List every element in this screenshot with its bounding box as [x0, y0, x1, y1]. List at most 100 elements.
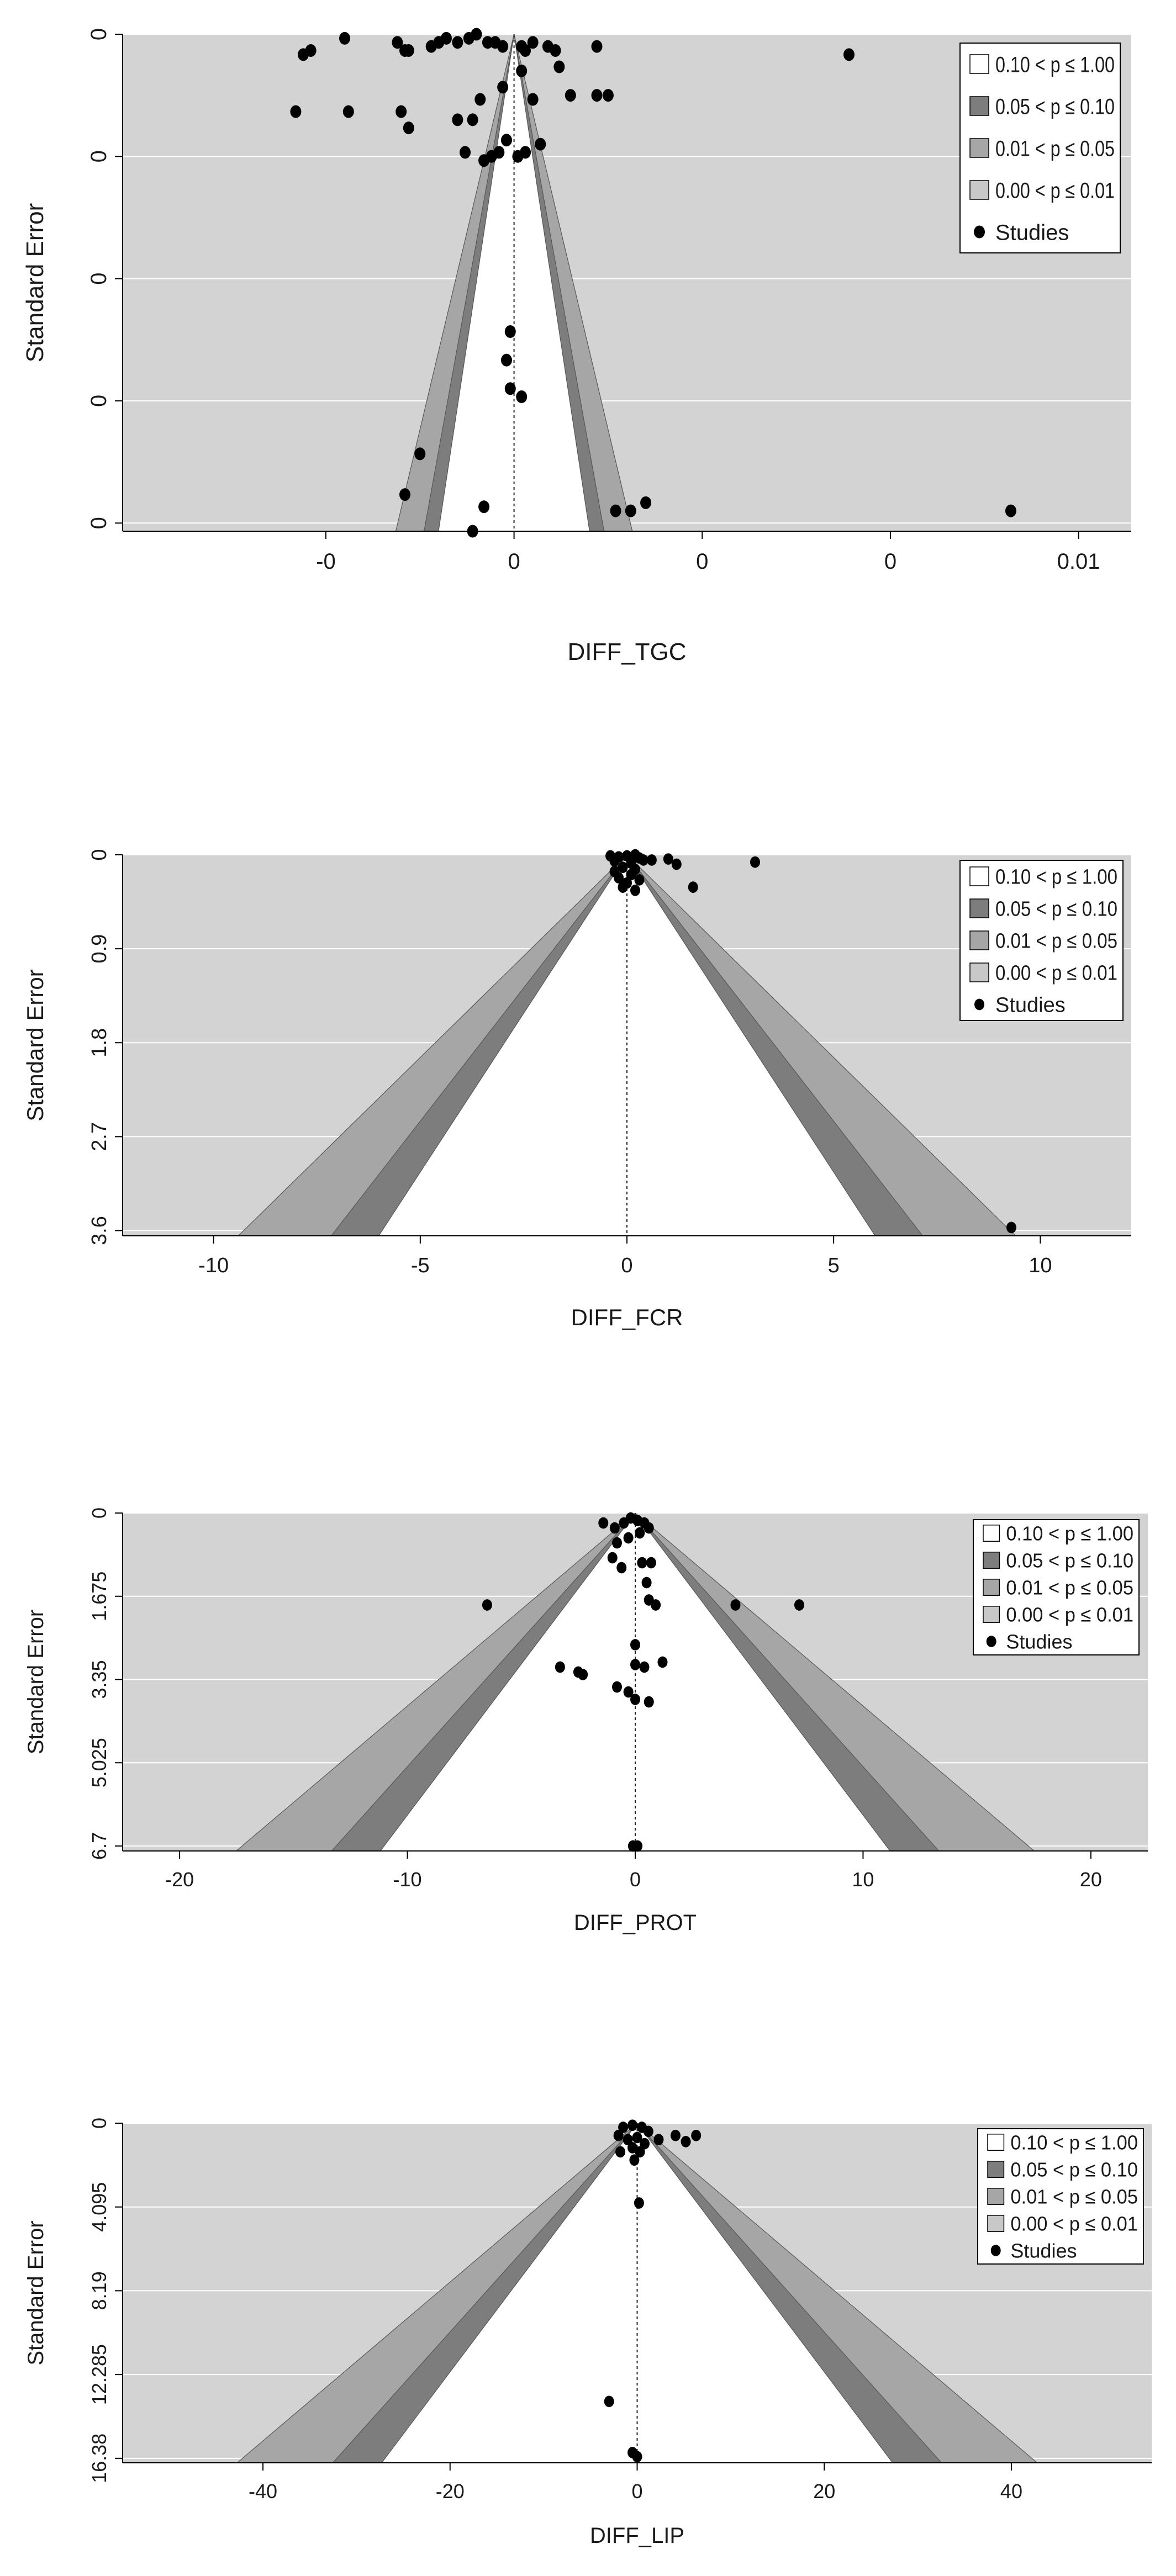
y-axis-label: Standard Error [24, 1610, 48, 1754]
funnel-contours [238, 855, 1016, 1236]
study-points [290, 28, 1016, 538]
x-tick-label: 0 [631, 2480, 642, 2503]
funnel-plot-diff-prot: -20 -10 0 10 20 0 1.675 3.35 5.025 6.7 DIFF_PROT St… [24, 1507, 1148, 1935]
legend-box [973, 1519, 1140, 1655]
y-tick-label: 5.025 [88, 1738, 110, 1787]
study-point [794, 1599, 804, 1611]
legend-studies-marker [990, 2245, 1001, 2256]
study-point [640, 496, 652, 509]
legend-studies-marker [986, 1636, 996, 1647]
study-point [471, 28, 482, 41]
legend-swatch [983, 1552, 1000, 1569]
study-point [553, 60, 565, 73]
study-point [598, 1517, 609, 1529]
study-point [504, 325, 516, 338]
legend-swatch [987, 2134, 1005, 2151]
legend-swatch [969, 138, 989, 158]
study-point [640, 2138, 650, 2150]
study-point [630, 1639, 640, 1651]
study-point [493, 146, 505, 159]
x-tick-label: 0 [508, 549, 520, 574]
y-axis-label: Standard Error [22, 203, 49, 363]
x-axis-label: DIFF_LIP [590, 2524, 684, 2548]
legend: 0.10 < p ≤ 1.00 0.05 < p ≤ 0.10 0.01 < p ≤… [973, 1519, 1140, 1655]
y-tick-label: 0 [87, 28, 111, 40]
study-points [482, 1512, 804, 1852]
x-tick-label: 20 [813, 2480, 835, 2503]
study-point [671, 858, 682, 870]
study-point [651, 1599, 661, 1611]
legend-swatch [969, 962, 989, 982]
y-axis-label: Standard Error [22, 969, 48, 1121]
study-point [497, 40, 509, 53]
study-point [342, 105, 354, 118]
y-tick-label: 0 [88, 1507, 110, 1519]
legend-studies-label: Studies [995, 220, 1069, 245]
study-point [634, 2197, 644, 2209]
study-point [440, 31, 452, 45]
study-point [604, 2395, 614, 2408]
x-tick-label: -10 [198, 1254, 229, 1277]
study-point [602, 89, 614, 102]
study-point [504, 382, 516, 395]
legend-studies-marker [974, 998, 984, 1011]
legend-box [977, 2128, 1144, 2265]
study-point [629, 2154, 640, 2166]
legend-label: 0.00 < p ≤ 0.01 [1010, 2212, 1138, 2235]
study-point [452, 113, 463, 126]
y-tick-label: 6.7 [88, 1832, 110, 1860]
x-axis-label: DIFF_PROT [574, 1911, 697, 1935]
y-tick-label: 3.35 [88, 1660, 110, 1699]
legend-swatch [969, 96, 989, 116]
study-point [500, 134, 512, 147]
study-point [635, 2146, 645, 2158]
study-point [618, 861, 628, 874]
legend-studies-label: Studies [1010, 2239, 1077, 2262]
study-point [627, 2119, 638, 2131]
study-point [460, 146, 471, 159]
x-tick-label: 0 [696, 549, 708, 574]
legend-swatch [987, 2215, 1005, 2232]
study-point [630, 1694, 640, 1705]
legend-label: 0.01 < p ≤ 0.05 [1010, 2185, 1138, 2208]
legend: 0.10 < p ≤ 1.00 0.05 < p ≤ 0.10 0.01 < p ≤… [959, 860, 1124, 1021]
study-points [605, 849, 1016, 1234]
y-tick-label: 12.285 [88, 2344, 110, 2405]
study-point [1005, 504, 1016, 517]
study-point [635, 1527, 645, 1539]
legend-label: 0.10 < p ≤ 1.00 [995, 52, 1115, 77]
y-axis-label: Standard Error [24, 2220, 48, 2365]
x-tick-label: 0 [884, 549, 896, 574]
study-point [591, 40, 603, 53]
study-point [467, 113, 478, 126]
study-point [670, 2129, 681, 2141]
contour-p-010 [379, 1513, 891, 1851]
study-point [632, 1840, 643, 1852]
legend-swatch [983, 1606, 1000, 1623]
study-point [653, 2134, 664, 2145]
study-point [644, 1522, 654, 1534]
study-point [657, 1656, 668, 1668]
x-tick-label: 0 [630, 1868, 641, 1891]
funnel-plot-diff-fcr: -10 -5 0 5 10 0 0.9 1.8 2.7 3.6 DIFF_FCR Standard E… [22, 849, 1131, 1330]
y-tick-label: 0 [88, 849, 111, 860]
study-points [604, 2119, 702, 2463]
x-tick-label: 0.01 [1057, 549, 1100, 574]
legend-swatch [969, 180, 989, 200]
study-point [395, 105, 407, 118]
study-point [478, 500, 490, 514]
y-tick-label: 0 [87, 272, 111, 284]
legend-label: 0.10 < p ≤ 1.00 [1006, 1522, 1133, 1544]
legend-swatch [969, 54, 989, 74]
study-point [637, 1557, 647, 1569]
y-tick-label: 0.9 [88, 934, 111, 964]
study-point [663, 853, 673, 865]
study-point [399, 488, 411, 501]
study-point [623, 2134, 633, 2145]
study-point [609, 1522, 620, 1534]
y-tick-label: 16.38 [88, 2434, 110, 2483]
study-point [681, 2135, 691, 2147]
study-point [615, 2146, 626, 2158]
x-tick-label: 40 [1000, 2480, 1022, 2503]
x-axis-label: DIFF_TGC [567, 638, 686, 665]
